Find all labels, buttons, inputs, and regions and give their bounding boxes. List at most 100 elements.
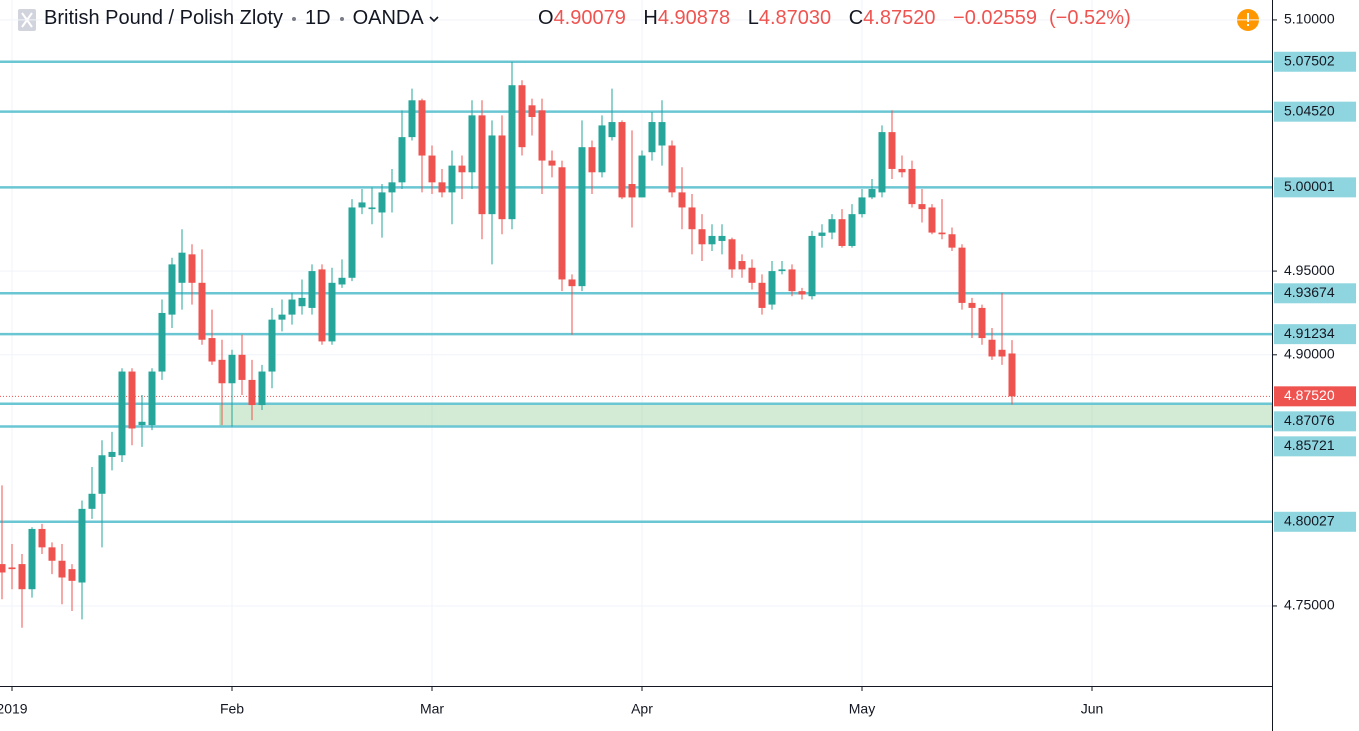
candle-body — [738, 261, 746, 270]
candle-body — [608, 122, 616, 138]
candle-body — [438, 182, 446, 193]
candle-body — [18, 564, 26, 590]
candle-body — [918, 204, 926, 210]
x-tick-label: Mar — [420, 701, 444, 717]
candle-body — [668, 145, 676, 193]
candle-body — [458, 165, 466, 173]
price-badge-label: 4.93674 — [1284, 284, 1335, 300]
candle-body — [288, 299, 296, 315]
candle-body — [8, 567, 16, 570]
candle-body — [938, 232, 946, 235]
candle-body — [528, 105, 536, 118]
candle-body — [58, 560, 66, 578]
price-badge — [1274, 51, 1356, 72]
price-axis-bg — [1272, 0, 1359, 731]
candle-body — [838, 219, 846, 246]
candle-body — [618, 122, 626, 198]
candle-body — [138, 421, 146, 426]
warning-icon-bar — [1247, 13, 1249, 22]
candle-body — [658, 122, 666, 146]
price-badge-label: 4.85721 — [1284, 437, 1335, 453]
candle-body — [748, 267, 756, 283]
candle-body — [648, 122, 656, 153]
ohlc-key: H — [643, 7, 658, 29]
candle-body — [348, 207, 356, 278]
candle-body — [1008, 353, 1016, 397]
candle-body — [398, 137, 406, 183]
candle-body — [148, 371, 156, 426]
candle-body — [448, 165, 456, 193]
candle-body — [828, 219, 836, 233]
price-badge — [1274, 177, 1356, 198]
change: −0.02559 — [953, 7, 1038, 29]
x-tick-label: Apr — [631, 701, 653, 717]
candle-body — [628, 184, 636, 198]
candle-body — [538, 110, 546, 161]
price-badge-label: 5.00001 — [1284, 178, 1335, 194]
candle-body — [0, 564, 6, 573]
candle-body — [898, 168, 906, 173]
candle-body — [858, 197, 866, 215]
x-tick-label: May — [849, 701, 875, 717]
candle-body — [698, 229, 706, 245]
candle-body — [88, 493, 96, 509]
price-badge-label: 4.91234 — [1284, 325, 1335, 341]
chevron[interactable] — [427, 12, 441, 26]
candle-body — [178, 252, 186, 283]
price-badge-label: 4.87076 — [1284, 412, 1335, 428]
candle-body — [238, 354, 246, 380]
candle-body — [928, 207, 936, 233]
candle-body — [468, 115, 476, 173]
candle-body — [888, 132, 896, 169]
candle-body — [878, 132, 886, 193]
candle-body — [338, 277, 346, 285]
candle-body — [358, 202, 366, 208]
ohlc-value: 4.90079 — [553, 7, 626, 29]
candle-body — [218, 359, 226, 384]
candle-body — [418, 100, 426, 156]
y-tick-label: 4.75000 — [1284, 597, 1335, 613]
candle-body — [208, 338, 216, 362]
y-tick-label: 4.90000 — [1284, 346, 1335, 362]
candle-body — [408, 100, 416, 138]
candle-body — [108, 451, 116, 457]
candle-body — [498, 135, 506, 220]
candle-body — [968, 302, 976, 308]
candle-body — [848, 214, 856, 246]
candle-body — [998, 349, 1006, 357]
candle-body — [598, 125, 606, 173]
price-badge — [1274, 101, 1356, 122]
candle-body — [248, 379, 256, 406]
candle-body — [278, 314, 286, 320]
price-badge — [1274, 411, 1356, 432]
candle-body — [68, 569, 76, 581]
time-axis-bg — [0, 686, 1272, 731]
candle-body — [298, 297, 306, 307]
x-tick-label: Feb — [220, 701, 244, 717]
change-percent: (−0.52%) — [1049, 7, 1131, 29]
candle-body — [708, 235, 716, 245]
candle-body — [78, 508, 86, 583]
candle-body — [488, 135, 496, 215]
candle-body — [428, 155, 436, 183]
candle-body — [678, 192, 686, 208]
candle-body — [308, 271, 316, 308]
price-badge — [1274, 324, 1356, 345]
candle-body — [158, 312, 166, 372]
exchange: OANDA — [352, 7, 424, 29]
price-badge-label: 5.07502 — [1284, 52, 1335, 68]
ohlc-value: 4.90878 — [657, 7, 731, 29]
candle-body — [548, 160, 556, 166]
candle-body — [808, 235, 816, 297]
candle-body — [688, 207, 696, 230]
candle-body — [778, 269, 786, 272]
separator — [292, 16, 296, 21]
price-badge-label: 5.04520 — [1284, 102, 1335, 118]
interval: 1D — [305, 7, 331, 29]
symbol-header[interactable]: British Pound / Polish Zloty 1D OANDA — [44, 7, 441, 30]
symbol-name: British Pound / Polish Zloty — [44, 7, 283, 29]
candle-body — [388, 182, 396, 193]
candle-body — [508, 85, 516, 220]
price-badge-label: 4.87520 — [1284, 387, 1335, 403]
ohlc-key: C — [848, 7, 864, 29]
